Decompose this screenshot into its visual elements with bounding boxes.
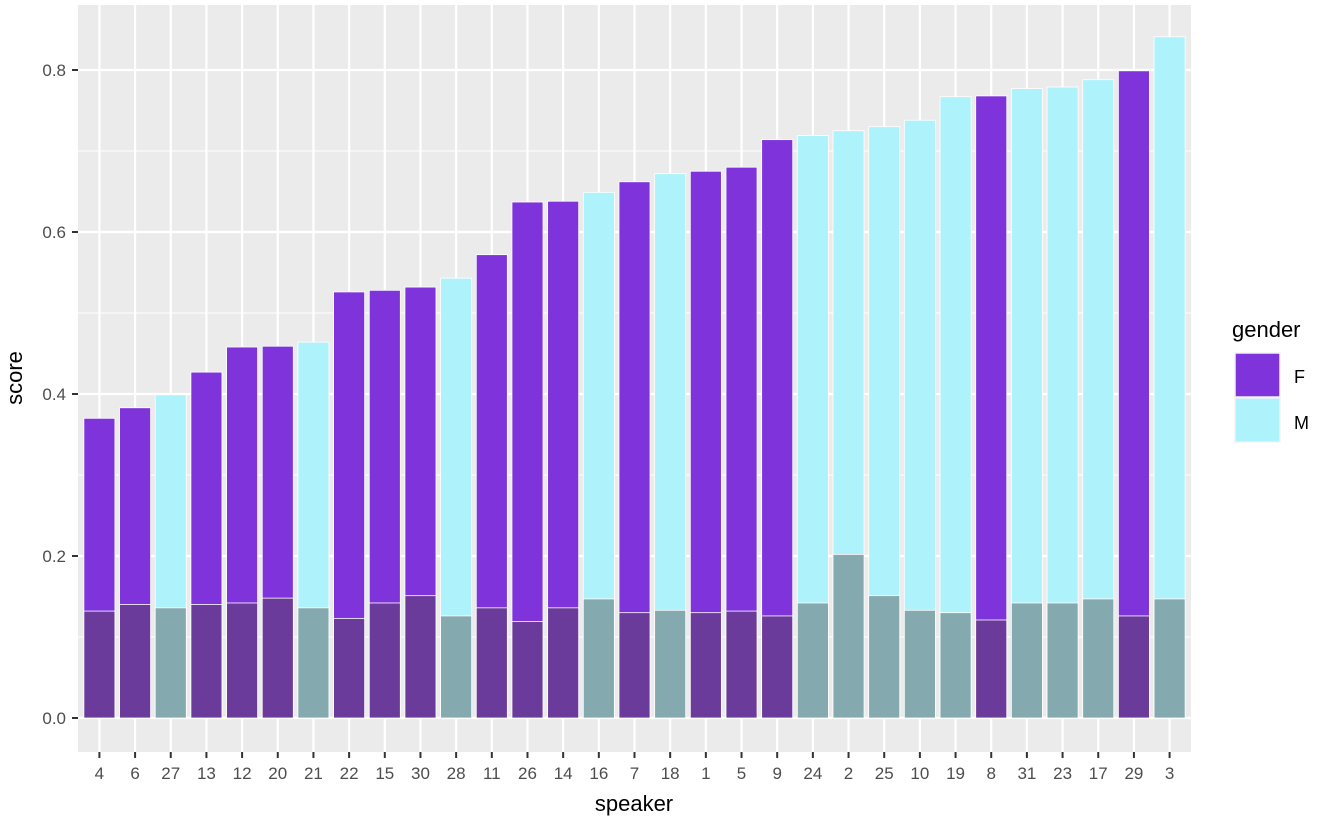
x-tick-label: 25 [875,764,894,783]
bar-overlay-22 [333,617,366,719]
x-tick-label: 26 [518,764,537,783]
bar-overlay-9 [761,615,794,719]
bar-overlay-30 [404,595,437,719]
y-tick-label: 0.0 [42,709,66,728]
x-tick-label: 13 [197,764,216,783]
bar-overlay-1 [689,612,722,719]
bar-overlay-20 [261,597,294,719]
x-axis-label: speaker [595,791,673,816]
x-tick-label: 8 [986,764,995,783]
x-tick-label: 29 [1124,764,1143,783]
legend-title: gender [1232,317,1301,342]
y-tick-label: 0.6 [42,223,66,242]
x-tick-label: 22 [340,764,359,783]
x-tick-label: 15 [375,764,394,783]
x-tick-label: 11 [483,764,501,783]
y-tick-label: 0.2 [42,547,66,566]
x-tick-label: 17 [1089,764,1108,783]
bar-overlay-27 [154,607,187,719]
legend-key-m [1234,397,1281,443]
bar-overlay-2 [832,553,865,719]
x-tick-label: 20 [268,764,287,783]
x-tick-label: 3 [1165,764,1174,783]
bar-overlay-23 [1046,602,1079,719]
bar-overlay-31 [1010,602,1043,719]
x-tick-label: 24 [803,764,822,783]
bar-overlay-28 [440,615,473,719]
bar-overlay-26 [511,621,544,719]
x-tick-label: 7 [630,764,639,783]
bars [83,36,1186,719]
bar-overlay-18 [654,609,687,719]
legend-label-m: M [1294,413,1309,433]
x-tick-label: 1 [701,764,710,783]
bar-overlay-13 [190,604,223,719]
bar-overlay-4 [83,610,116,719]
bar-overlay-25 [868,595,901,719]
legend-label-f: F [1294,367,1305,387]
bar-overlay-8 [975,619,1008,719]
y-axis-label: score [2,351,27,405]
x-tick-label: 23 [1053,764,1072,783]
x-tick-label: 2 [844,764,853,783]
bar-overlay-3 [1153,598,1186,719]
bar-overlay-10 [903,609,936,719]
x-tick-label: 27 [161,764,180,783]
bar-score-8 [975,95,1008,719]
bar-overlay-15 [368,602,401,719]
x-axis: 4 6 27 13 12 20 21 22 15 30 28 11 26 14 16 7 18 1 5 9 24 2 25 1… [95,752,1174,783]
bar-overlay-7 [618,612,651,719]
x-tick-label: 21 [304,764,323,783]
x-tick-label: 31 [1017,764,1036,783]
x-tick-label: 6 [130,764,139,783]
bar-overlay-19 [939,612,972,719]
bar-overlay-14 [547,607,580,719]
bar-overlay-5 [725,610,758,719]
bar-overlay-24 [796,602,829,719]
x-tick-label: 12 [233,764,252,783]
legend-key-f [1234,352,1281,398]
x-tick-label: 4 [95,764,104,783]
x-tick-label: 16 [589,764,608,783]
x-tick-label: 5 [737,764,746,783]
bar-overlay-21 [297,607,330,719]
bar-overlay-17 [1082,598,1115,719]
bar-score-29 [1118,70,1150,719]
y-tick-label: 0.4 [42,385,66,404]
bar-overlay-11 [475,607,508,719]
legend: gender F M [1232,317,1309,443]
bar-overlay-6 [119,604,151,719]
x-tick-label: 30 [411,764,430,783]
x-tick-label: 9 [772,764,781,783]
y-tick-label: 0.8 [42,61,66,80]
x-tick-label: 10 [910,764,929,783]
bar-overlay-16 [582,598,615,719]
y-axis: 0.0 0.2 0.4 0.6 0.8 [42,61,78,728]
x-tick-label: 14 [554,764,573,783]
bar-overlay-12 [226,602,259,719]
x-tick-label: 18 [661,764,680,783]
x-tick-label: 19 [946,764,965,783]
bar-overlay-29 [1118,615,1150,719]
x-tick-label: 28 [447,764,466,783]
